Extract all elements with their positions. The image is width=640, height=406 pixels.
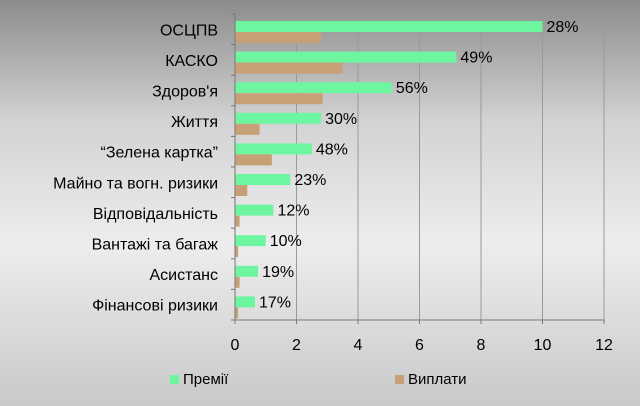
category-label-8: Асистанс bbox=[150, 267, 219, 284]
category-label-2: Здоров'я bbox=[152, 84, 218, 101]
bar-vyplaty-0 bbox=[235, 32, 322, 43]
bars bbox=[235, 21, 543, 319]
bar-vyplaty-5 bbox=[235, 185, 248, 196]
data-label-7: 10% bbox=[270, 233, 302, 250]
bar-premii-9 bbox=[235, 296, 255, 308]
bar-vyplaty-1 bbox=[235, 62, 343, 74]
data-label-1: 49% bbox=[460, 50, 492, 67]
legend-label-1: Виплати bbox=[408, 371, 467, 388]
data-label-0: 28% bbox=[547, 19, 579, 36]
category-label-4: “Зелена картка” bbox=[101, 145, 218, 162]
bar-premii-3 bbox=[235, 112, 322, 124]
legend: Премії Виплати bbox=[170, 371, 467, 388]
data-label-6: 12% bbox=[277, 203, 309, 220]
bar-premii-6 bbox=[235, 204, 274, 216]
bar-vyplaty-3 bbox=[235, 123, 260, 135]
bar-vyplaty-8 bbox=[235, 276, 240, 288]
category-label-6: Відповідальність bbox=[93, 206, 218, 223]
data-label-3: 30% bbox=[325, 111, 357, 128]
data-label-8: 19% bbox=[262, 264, 294, 281]
bar-vyplaty-4 bbox=[235, 154, 272, 166]
data-label-4: 48% bbox=[316, 141, 348, 158]
labels: ОСЦПВ 28% КАСКО 49% Здоров'я 56% Життя 30% “Зеле… bbox=[53, 19, 578, 315]
axes: 0 2 4 6 8 10 12 bbox=[231, 13, 613, 354]
bar-premii-7 bbox=[235, 235, 266, 247]
x-tick-label-6: 12 bbox=[595, 337, 613, 354]
gridlines bbox=[296, 14, 605, 320]
x-tick-label-3: 6 bbox=[415, 337, 424, 354]
data-label-9: 17% bbox=[259, 294, 291, 311]
bar-premii-8 bbox=[235, 265, 259, 277]
legend-swatch-1 bbox=[395, 375, 404, 384]
category-label-3: Життя bbox=[171, 114, 218, 131]
bar-premii-1 bbox=[235, 51, 457, 63]
category-label-0: ОСЦПВ bbox=[160, 22, 218, 39]
bar-vyplaty-6 bbox=[235, 215, 240, 227]
x-tick-label-0: 0 bbox=[231, 337, 240, 354]
category-label-9: Фінансові ризики bbox=[92, 298, 218, 315]
bar-premii-4 bbox=[235, 143, 312, 155]
data-label-2: 56% bbox=[396, 80, 428, 97]
legend-swatch-0 bbox=[170, 375, 179, 384]
bar-premii-5 bbox=[235, 174, 291, 185]
bar-premii-0 bbox=[235, 21, 543, 32]
x-tick-label-2: 4 bbox=[354, 337, 363, 354]
bar-vyplaty-9 bbox=[235, 307, 239, 319]
category-label-5: Майно та вогн. ризики bbox=[53, 175, 218, 192]
x-tick-label-1: 2 bbox=[292, 337, 301, 354]
data-label-5: 23% bbox=[294, 172, 326, 189]
x-tick-label-4: 8 bbox=[477, 337, 486, 354]
x-tick-label-5: 10 bbox=[534, 337, 552, 354]
bar-vyplaty-7 bbox=[235, 246, 239, 258]
category-label-1: КАСКО bbox=[165, 53, 218, 70]
legend-label-0: Премії bbox=[183, 371, 229, 388]
bar-premii-2 bbox=[235, 82, 392, 94]
bar-vyplaty-2 bbox=[235, 93, 323, 105]
category-label-7: Вантажі та багаж bbox=[92, 237, 219, 254]
